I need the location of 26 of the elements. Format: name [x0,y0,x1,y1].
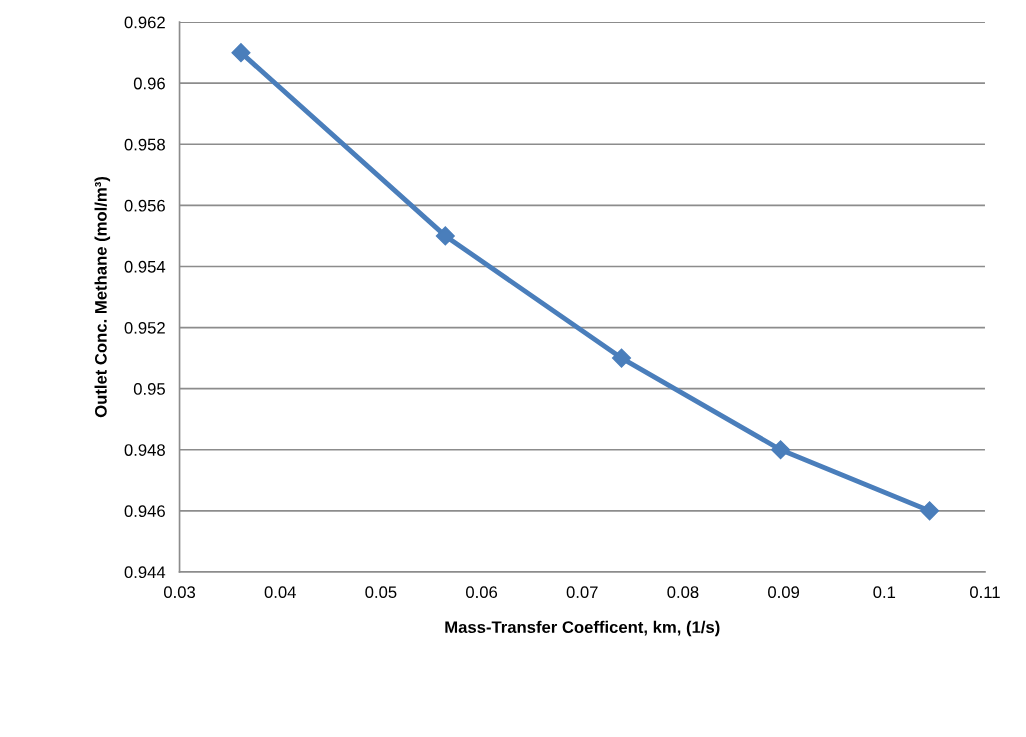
x-tick-label: 0.09 [768,586,800,599]
point [611,348,632,368]
x-tick-label: 0.05 [365,586,397,599]
point [231,43,251,63]
y-tick-label: 0.954 [124,260,166,273]
x-tick-label: 0.11 [970,586,1000,599]
x-tick-label: 0.03 [163,586,196,599]
x-axis-title: Mass-Transfer Coefficent, km, (1/s) [445,620,720,637]
x-tick-label: 0.04 [264,586,296,599]
y-axis-title: Outlet Conc. Methane (mol/m³) [94,177,111,418]
y-tick-label: 0.952 [124,321,165,334]
y-tick-label: 0.948 [124,444,165,456]
point [435,226,455,246]
y-tick-label: 0.95 [133,383,165,395]
y-tick-label: 0.958 [124,138,165,151]
x-tick-label: 0.06 [466,586,498,599]
x-tick-label: 0.1 [873,586,896,599]
point [771,440,791,460]
y-tick-label: 0.946 [124,505,165,518]
point [920,501,940,521]
y-tick-label: 0.956 [124,199,165,212]
x-tick-label: 0.08 [667,586,699,599]
y-tick-label: 0.962 [124,16,165,29]
y-tick-label: 0.96 [133,77,165,90]
x-tick-label: 0.07 [566,586,598,599]
y-tick-label: 0.944 [124,566,166,579]
